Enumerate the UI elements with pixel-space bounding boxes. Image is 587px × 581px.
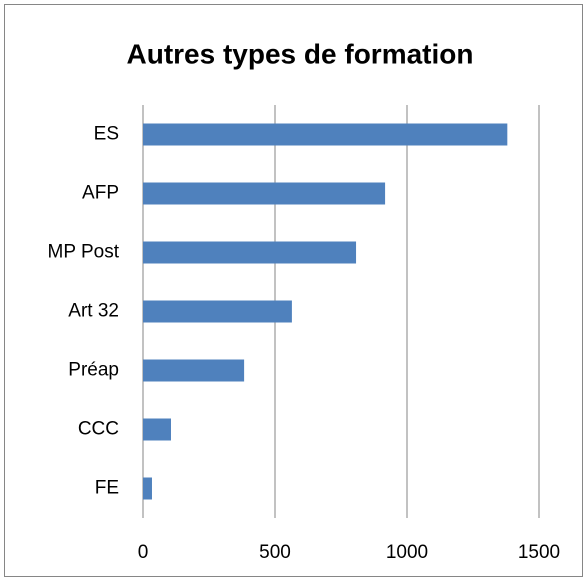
x-tick-label: 0 <box>138 542 149 563</box>
bar <box>143 123 508 146</box>
x-tick-label: 1000 <box>386 542 428 563</box>
chart-title: Autres types de formation <box>127 38 474 69</box>
y-tick-label: CCC <box>78 419 119 440</box>
x-tick-label: 500 <box>259 542 291 563</box>
bar <box>143 300 292 323</box>
y-tick-label: Préap <box>68 360 119 381</box>
chart-border <box>4 4 583 577</box>
bar <box>143 359 245 382</box>
bar <box>143 182 386 205</box>
y-tick-label: ES <box>94 124 119 145</box>
bar <box>143 241 357 264</box>
bar <box>143 418 171 441</box>
y-tick-label: MP Post <box>48 242 120 263</box>
y-tick-label: Art 32 <box>68 301 119 322</box>
bar <box>143 477 152 500</box>
y-tick-label: AFP <box>82 183 119 204</box>
x-tick-label: 1500 <box>518 542 560 563</box>
y-tick-label: FE <box>95 478 119 499</box>
